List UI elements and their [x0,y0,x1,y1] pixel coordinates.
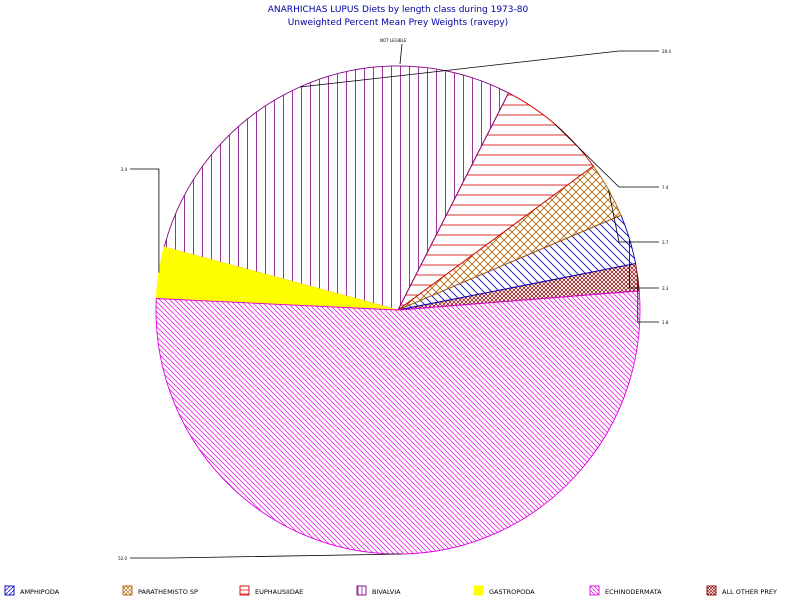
slice-label-gastropoda: 3.4 [121,167,128,172]
leader-line-euphausiidae [554,124,659,188]
legend-label-euphausiidae: EUPHAUSIIDAE [255,588,303,596]
legend-swatch-all-other-prey [706,585,717,596]
slice-label-echinodermata: 52.0 [118,556,127,561]
legend-label-all-other-prey: ALL OTHER PREY [722,588,777,596]
leader-line-parathemisto-sp [608,189,659,243]
slice-label-euphausiidae: 7.4 [662,185,669,190]
legend-swatch-euphausiidae [239,585,250,596]
top-unreadable-leader [399,43,403,65]
slice-label-all-other-prey: 1.8 [662,320,669,325]
unreadable-annotation: NOT LEGIBLE [380,38,407,65]
slice-label-amphipoda: 3.3 [662,286,669,291]
top-unreadable-label: NOT LEGIBLE [380,38,407,43]
pie-slice-euphausiidae [397,92,594,311]
slice-label-parathemisto-sp: 3.7 [662,240,669,245]
pie-labels: 1.8 3.3 3.7 7.4 28.4 3.4 52.0 [118,49,671,561]
legend-label-amphipoda: AMPHIPODA [20,588,60,596]
slice-label-bivalvia: 28.4 [662,49,671,54]
leader-line-echinodermata [130,553,402,559]
legend-swatch-amphipoda [4,585,15,596]
legend-swatch-echinodermata [589,585,600,596]
leader-line-bivalvia [299,50,659,88]
legend-label-echinodermata: ECHINODERMATA [605,588,662,596]
legend-label-parathemisto-sp: PARATHEMISTO SP [138,588,198,596]
legend-label-gastropoda: GASTROPODA [489,588,535,596]
leader-line-gastropoda [130,168,160,273]
legend-swatch-parathemisto-sp [122,585,133,596]
chart-title: ANARHICHAS LUPUS Diets by length class d… [268,5,529,15]
chart-subtitle: Unweighted Percent Mean Prey Weights (ra… [288,18,508,28]
legend-label-bivalvia: BIVALVIA [372,588,401,596]
pie-slice-echinodermata [155,290,641,555]
leader-line-all-other-prey [637,277,659,323]
chart-legend: AMPHIPODA PARATHEMISTO SP EUPHAUSIIDAE BIVA… [4,585,777,596]
pie-slices [155,65,641,555]
leader-line-amphipoda [629,239,659,289]
legend-swatch-gastropoda [473,585,484,596]
legend-swatch-bivalvia [356,585,367,596]
